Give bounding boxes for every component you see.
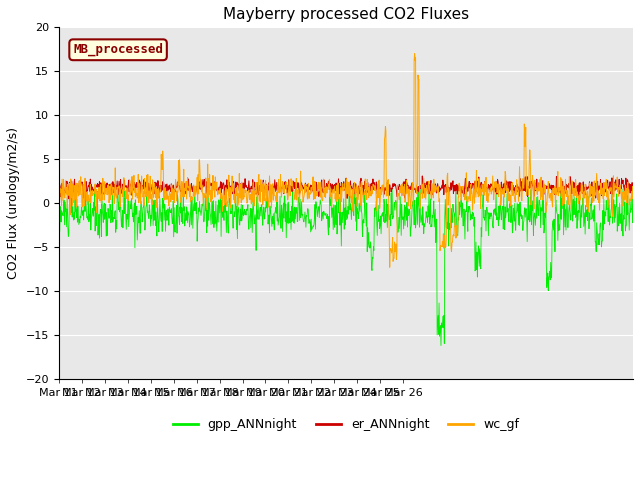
wc_gf xyxy=(131,185,139,191)
er_ANNnight xyxy=(369,176,377,182)
gpp_ANNnight xyxy=(629,202,637,208)
gpp_ANNnight xyxy=(249,206,257,212)
gpp_ANNnight xyxy=(437,343,445,348)
Line: gpp_ANNnight: gpp_ANNnight xyxy=(59,183,633,346)
wc_gf xyxy=(304,196,312,202)
gpp_ANNnight xyxy=(131,245,139,251)
er_ANNnight xyxy=(357,175,365,181)
er_ANNnight xyxy=(419,173,426,179)
Legend: gpp_ANNnight, er_ANNnight, wc_gf: gpp_ANNnight, er_ANNnight, wc_gf xyxy=(168,413,524,436)
gpp_ANNnight xyxy=(369,255,377,261)
wc_gf xyxy=(356,196,364,202)
er_ANNnight xyxy=(55,181,63,187)
er_ANNnight xyxy=(65,196,72,202)
Title: Mayberry processed CO2 Fluxes: Mayberry processed CO2 Fluxes xyxy=(223,7,469,22)
Line: er_ANNnight: er_ANNnight xyxy=(59,176,633,199)
wc_gf xyxy=(386,264,394,270)
er_ANNnight xyxy=(132,181,140,187)
Y-axis label: CO2 Flux (urology/m2/s): CO2 Flux (urology/m2/s) xyxy=(7,127,20,279)
er_ANNnight xyxy=(152,182,160,188)
wc_gf xyxy=(248,199,256,205)
gpp_ANNnight xyxy=(305,207,312,213)
wc_gf xyxy=(55,199,63,204)
wc_gf xyxy=(369,191,376,197)
er_ANNnight xyxy=(305,181,312,187)
er_ANNnight xyxy=(629,187,637,192)
gpp_ANNnight xyxy=(357,199,365,205)
Line: wc_gf: wc_gf xyxy=(59,54,633,267)
gpp_ANNnight xyxy=(55,196,63,202)
gpp_ANNnight xyxy=(204,180,211,186)
er_ANNnight xyxy=(249,177,257,182)
Text: MB_processed: MB_processed xyxy=(73,43,163,57)
gpp_ANNnight xyxy=(152,223,159,228)
wc_gf xyxy=(629,193,637,199)
wc_gf xyxy=(152,195,159,201)
wc_gf xyxy=(411,51,419,57)
